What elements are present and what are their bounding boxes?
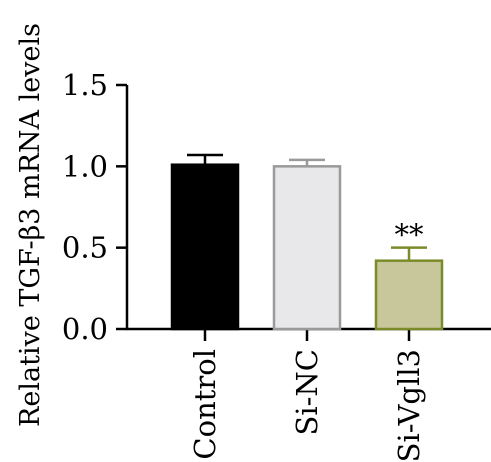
- y-tick-label: 1.5: [62, 68, 108, 102]
- significance-label: **: [395, 218, 425, 252]
- y-tick-label: 0.0: [62, 312, 108, 346]
- x-tick-label: Si-NC: [290, 349, 324, 436]
- category-labels: Control Si-NC Si-Vgll3: [188, 349, 426, 462]
- y-axis-label: Relative TGF-β3 mRNA levels: [15, 23, 46, 427]
- bars: **: [170, 153, 444, 331]
- bar-si-vgll3: [374, 259, 444, 331]
- x-tick-label: Si-Vgll3: [392, 349, 426, 462]
- bar-si-nc: [272, 165, 342, 331]
- bar-control: [170, 163, 240, 331]
- x-tick-label: Control: [188, 349, 222, 460]
- y-tick-label: 1.0: [62, 149, 108, 183]
- y-axis: 0.0 0.5 1.0 1.5: [62, 68, 129, 346]
- x-axis: [126, 327, 491, 341]
- y-tick-label: 0.5: [62, 231, 108, 265]
